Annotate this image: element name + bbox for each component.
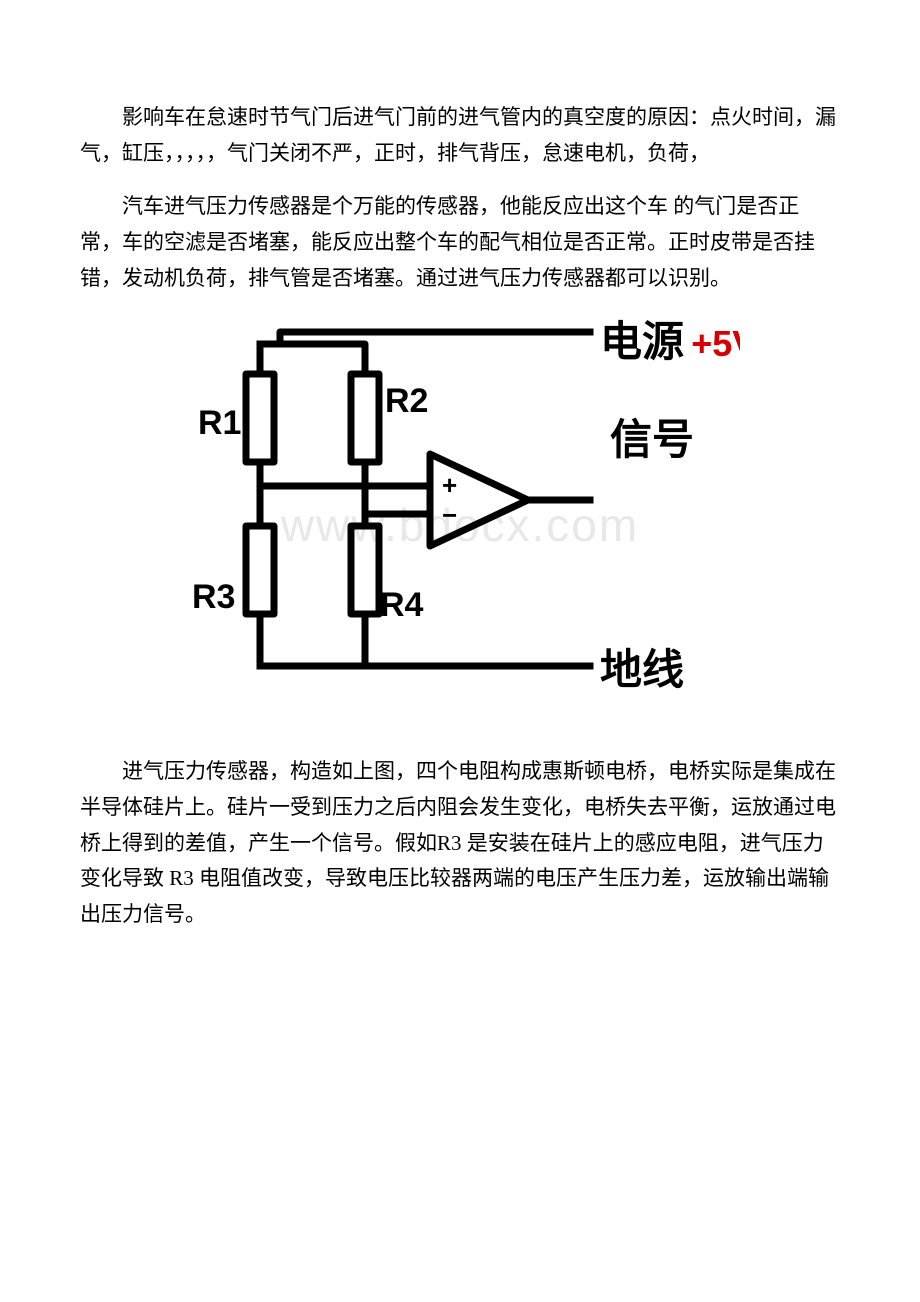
circuit-diagram: www.bdocx.com [80,314,840,736]
label-signal: 信号 [610,416,694,463]
paragraph-2: 汽车进气压力传感器是个万能的传感器，他能反应出这个车 的气门是否正常，车的空滤是… [80,189,840,296]
label-r2: R2 [385,382,428,420]
label-ground: 地线 [600,646,684,693]
label-power: 电源 +5V [600,318,740,365]
opamp-minus: − [442,500,457,530]
label-r4: R4 [380,586,424,624]
circuit-svg: + − R1 R2 R3 R4 电源 +5V 信号 地线 [180,314,740,724]
paragraph-3: 进气压力传感器，构造如上图，四个电阻构成惠斯顿电桥，电桥实际是集成在半导体硅片上… [80,754,840,932]
paragraph-1: 影响车在怠速时节气门后进气门前的进气管内的真空度的原因：点火时间，漏气，缸压，，… [80,100,840,171]
opamp-plus: + [442,470,457,500]
label-r3: R3 [192,578,235,616]
label-r1: R1 [198,404,241,442]
